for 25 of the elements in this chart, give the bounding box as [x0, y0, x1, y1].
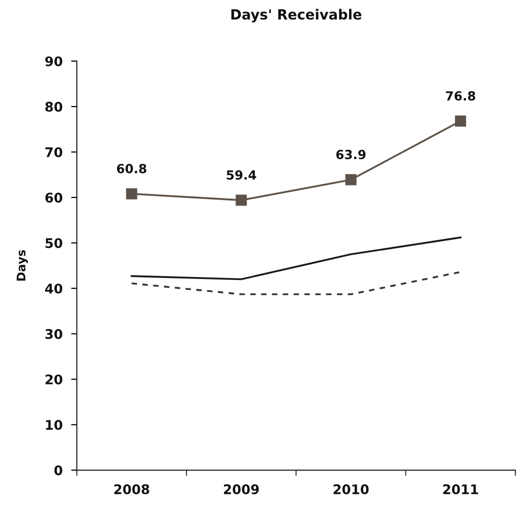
y-tick-label: 80 [45, 102, 62, 112]
data-label: 59.4 [226, 170, 256, 180]
x-tick-label: 2011 [443, 484, 478, 494]
chart-title: Days' Receivable [231, 8, 362, 22]
y-tick-label: 30 [45, 329, 62, 340]
y-tick-label: 90 [45, 56, 62, 66]
point [454, 116, 466, 127]
data-label: 63.9 [336, 150, 366, 160]
y-tick-label: 50 [46, 238, 62, 248]
point [345, 174, 356, 186]
point [236, 194, 247, 206]
line-series [130, 236, 462, 280]
y-tick-label: 60 [45, 192, 62, 203]
y-axis-title: Days [16, 250, 28, 281]
point [126, 188, 138, 200]
x-tick-label: 2009 [224, 484, 259, 494]
y-tick-label: 20 [46, 374, 62, 384]
y-tick-label: 70 [45, 147, 62, 158]
data-label: 76.8 [446, 91, 476, 101]
data-label: 60.8 [116, 164, 146, 174]
x-tick-label: 2010 [334, 484, 369, 494]
y-tick-label: 10 [46, 420, 62, 430]
y-tick-label: 40 [45, 284, 62, 294]
x-tick-label: 2008 [114, 484, 150, 494]
y-tick-label: 0 [54, 465, 62, 476]
